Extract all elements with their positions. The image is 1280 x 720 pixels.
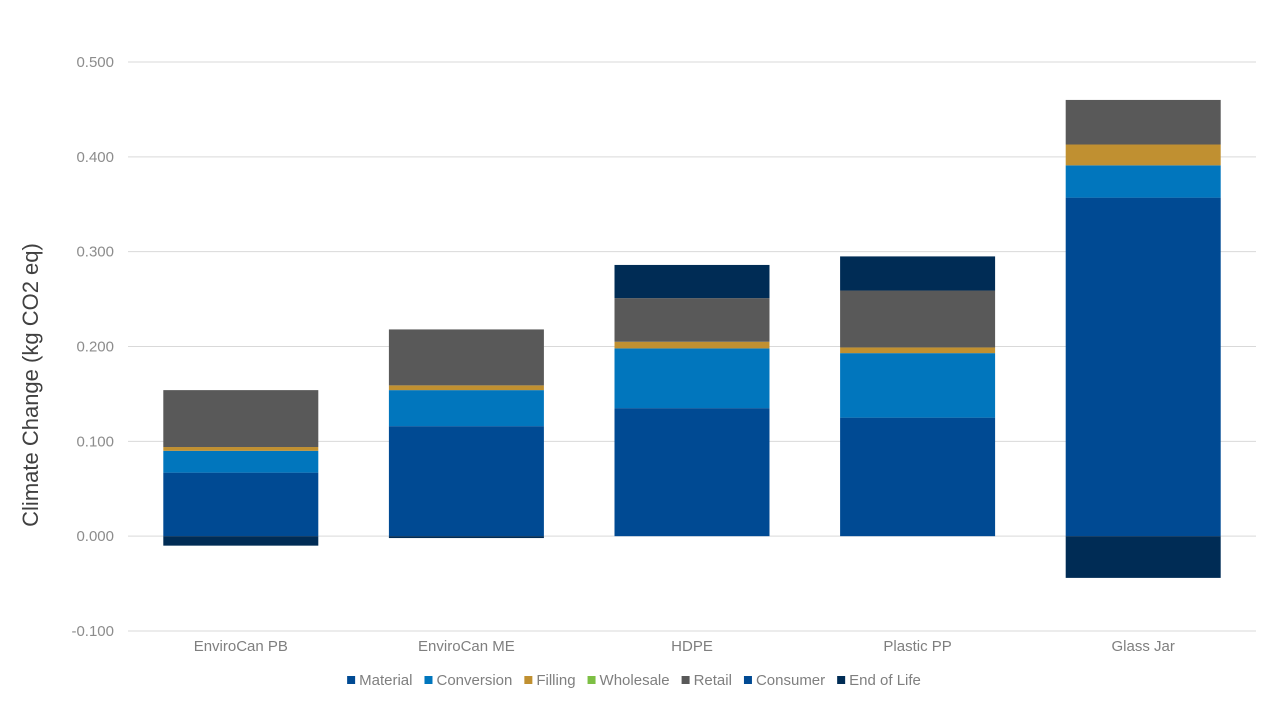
y-tick-label: 0.100 (76, 433, 114, 450)
bar-segment-end-of-life (388, 536, 544, 539)
bar-segment-filling (163, 447, 319, 451)
x-category-label: EnviroCan PB (194, 638, 288, 655)
bar-segment-material (163, 472, 319, 537)
legend-label: Consumer (756, 672, 825, 689)
legend-swatch (837, 676, 846, 684)
bar-segment-material (388, 426, 544, 537)
bar-segment-material (840, 417, 996, 537)
bar-segment-end-of-life (163, 536, 319, 546)
bar-segment-filling (1065, 144, 1221, 166)
bar-segment-retail (388, 329, 544, 386)
legend-swatch (424, 676, 433, 684)
legend-swatch (347, 676, 356, 684)
bar-segment-conversion (163, 450, 319, 473)
bar-segment-conversion (614, 348, 770, 409)
legend-swatch (587, 676, 596, 684)
bar-segment-retail (840, 290, 996, 348)
bar-segment-conversion (1065, 165, 1221, 198)
legend-label: Filling (536, 672, 575, 689)
x-category-label: Glass Jar (1112, 638, 1175, 655)
bar-segment-material (1065, 197, 1221, 537)
legend-label: Retail (694, 672, 732, 689)
bar-segment-filling (840, 347, 996, 354)
y-tick-label: 0.500 (76, 54, 114, 71)
legend-label: Conversion (436, 672, 512, 689)
y-tick-label: 0.000 (76, 528, 114, 545)
x-category-label: EnviroCan ME (418, 638, 515, 655)
y-axis: 0.500 0.400 0.300 0.200 0.100 0.000 -0.100 (71, 54, 114, 640)
bar-segment-conversion (388, 390, 544, 427)
bar-segment-conversion (840, 353, 996, 418)
legend-label: End of Life (849, 672, 921, 689)
legend-swatch (743, 676, 752, 684)
bar-segment-end-of-life (614, 264, 770, 299)
bar-segment-retail (1065, 99, 1221, 145)
bar-segment-material (614, 408, 770, 537)
legend-swatch (524, 676, 533, 684)
bar-segment-end-of-life (1065, 536, 1221, 578)
y-tick-label: 0.400 (76, 149, 114, 166)
y-tick-label: -0.100 (71, 623, 114, 640)
x-category-label: Plastic PP (883, 638, 951, 655)
y-axis-label: Climate Change (kg CO2 eq) (18, 243, 43, 527)
bar-segment-filling (388, 385, 544, 391)
legend: Material Conversion Filling Wholesale Retail… (347, 672, 921, 689)
y-tick-label: 0.200 (76, 339, 114, 356)
x-category-label: HDPE (671, 638, 713, 655)
legend-label: Material (359, 672, 412, 689)
bar-segment-retail (163, 390, 319, 448)
bars (163, 99, 1221, 578)
x-axis: EnviroCan PB EnviroCan ME HDPE Plastic PP Gl… (128, 630, 1256, 655)
legend-label: Wholesale (600, 672, 670, 689)
legend-swatch (681, 676, 690, 684)
bar-segment-retail (614, 298, 770, 342)
bar-segment-filling (614, 341, 770, 349)
bar-segment-end-of-life (840, 256, 996, 291)
y-tick-label: 0.300 (76, 244, 114, 261)
